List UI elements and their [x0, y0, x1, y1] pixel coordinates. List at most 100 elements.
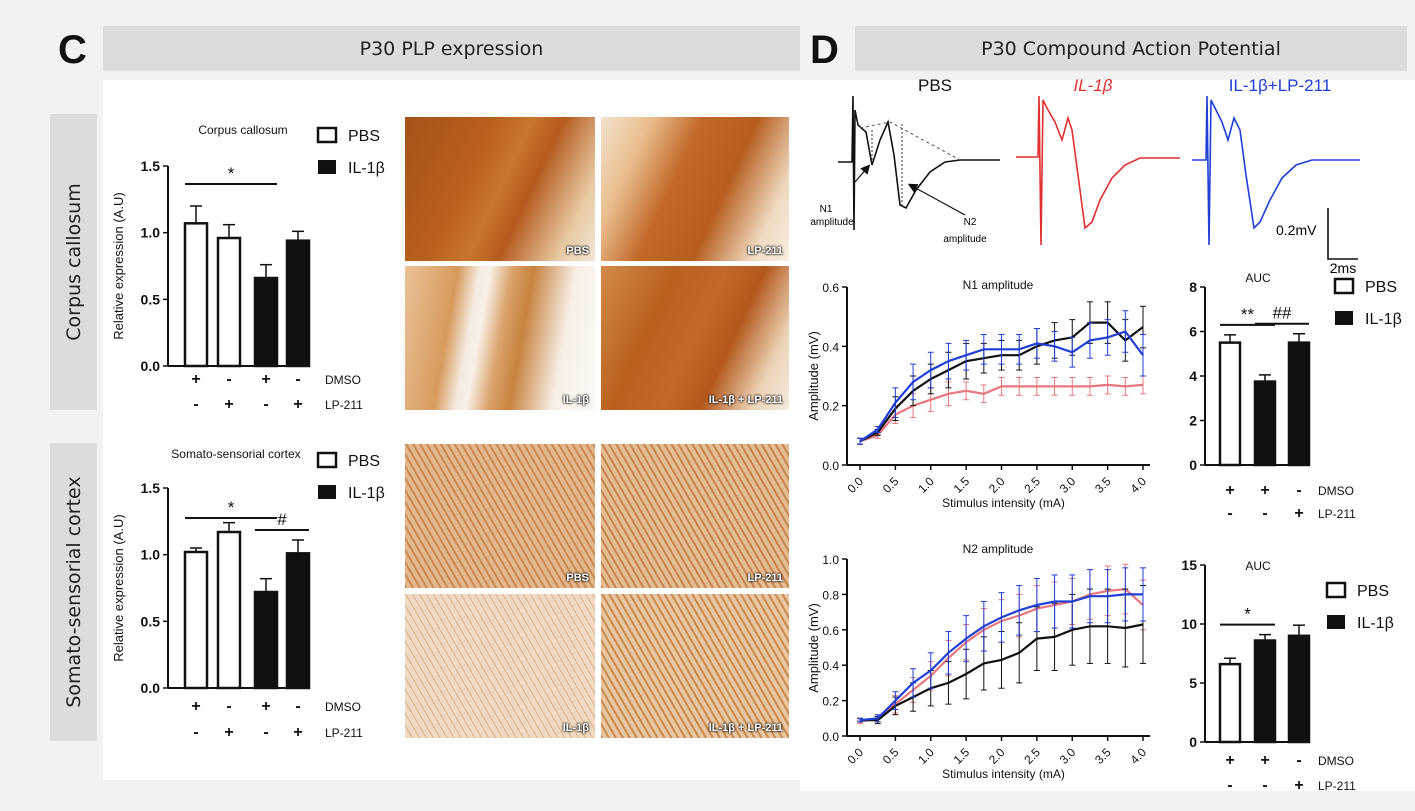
x-tick-label-2-5: 2.5	[1021, 474, 1043, 496]
treat-lp-0-1: +	[224, 396, 233, 413]
y-tick-label-2-3: 0.6	[822, 281, 839, 295]
micrograph-cc-lp211: LP-211	[601, 117, 789, 261]
bar-0-1	[216, 236, 242, 368]
y-tick-label-4-0: 0.0	[822, 730, 839, 744]
scale-bar	[1327, 208, 1358, 260]
y-tick-label-4-2: 0.4	[822, 659, 839, 673]
x-tick-label-2-7: 3.5	[1092, 474, 1114, 496]
treat-dmso-0-0: +	[191, 371, 200, 388]
side-label-corpus-callosum: Corpus callosum	[50, 114, 97, 410]
cap-traces: PBS IL-1β IL-1β+LP-211 N1 amplitude N2 a…	[810, 76, 1360, 276]
trace-il1b	[1016, 95, 1180, 246]
bar-0-3	[285, 239, 311, 368]
trace-combo	[1192, 95, 1360, 246]
chart-title-4: N2 amplitude	[963, 542, 1034, 556]
treat-lp-1-0: -	[193, 724, 198, 741]
y-tick-label-3-4: 8	[1189, 279, 1197, 295]
x-tick-label-4-2: 1.0	[915, 745, 937, 767]
trace-pbs-envelope	[859, 121, 961, 161]
treat-label-dmso-1: DMSO	[325, 700, 361, 714]
x-tick-label-4-8: 4.0	[1127, 745, 1149, 767]
legend-swatch-il1b-0	[318, 160, 336, 174]
micrograph-sc-il1b: IL-1β	[405, 594, 595, 738]
y-axis-label-2: Amplitude (mV)	[806, 331, 821, 421]
y-tick-label-3-0: 0	[1189, 457, 1197, 473]
x-tick-label-4-6: 3.0	[1057, 745, 1079, 767]
legend-label-il1b-1: IL-1β	[348, 485, 385, 502]
bar-3-1	[1253, 380, 1277, 467]
chart-title-2: N1 amplitude	[963, 278, 1034, 292]
panel-d-background	[800, 80, 1415, 791]
n2-arrow	[907, 183, 966, 216]
treat-dmso-5-1: +	[1260, 752, 1269, 769]
x-axis-label-2: Stimulus intensity (mA)	[942, 496, 1065, 510]
panel-c-title: P30 PLP expression	[103, 26, 800, 71]
n1-arrow	[854, 164, 871, 183]
panel-d-title: P30 Compound Action Potential	[855, 26, 1407, 71]
chart-title-5: AUC	[1245, 559, 1271, 573]
x-tick-label-2-4: 2.0	[986, 474, 1008, 496]
y-tick-label-1-0: 0.0	[141, 680, 161, 696]
side-label-somatosensory-cortex: Somato-sensorial cortex	[50, 443, 97, 741]
legend-swatch-il1b-1	[318, 485, 336, 499]
legend-label-pbs-1: PBS	[348, 453, 380, 470]
bar-0-2	[253, 276, 279, 368]
n1-label-line1: N1	[820, 204, 833, 215]
legend-label-pbs-3: PBS	[1365, 279, 1397, 296]
x-tick-label-2-0: 0.0	[844, 474, 866, 496]
y-tick-label-3-1: 2	[1189, 413, 1197, 429]
x-tick-label-4-5: 2.5	[1021, 745, 1043, 767]
treat-dmso-0-2: +	[261, 371, 270, 388]
series-line-2-2	[859, 330, 1144, 443]
treat-dmso-0-1: -	[226, 371, 231, 388]
y-tick-label-0-0: 0.0	[141, 358, 161, 374]
bar-0-0	[183, 222, 209, 368]
treat-dmso-3-2: -	[1296, 482, 1301, 499]
y-axis-label-0: Relative expression (A.U)	[111, 192, 126, 339]
treat-label-lp-3: LP-211	[1318, 507, 1356, 521]
treat-dmso-5-2: -	[1296, 752, 1301, 769]
treat-label-lp-1: LP-211	[325, 726, 363, 740]
y-tick-label-1-2: 1.0	[141, 547, 161, 563]
treat-dmso-1-3: -	[295, 698, 300, 715]
treat-lp-1-2: -	[263, 724, 268, 741]
treat-lp-3-1: -	[1262, 505, 1267, 522]
x-tick-label-2-2: 1.0	[915, 474, 937, 496]
legend-label-il1b-0: IL-1β	[348, 160, 385, 177]
y-tick-label-5-1: 5	[1189, 675, 1197, 691]
bar-3-2	[1287, 341, 1311, 467]
x-tick-label-2-8: 4.0	[1127, 474, 1149, 496]
sig-label-0-0: *	[228, 164, 235, 183]
y-tick-label-5-0: 0	[1189, 734, 1197, 750]
trace-label-pbs: PBS	[918, 76, 952, 95]
treat-label-dmso-5: DMSO	[1318, 754, 1354, 768]
sig-label-5-0: *	[1244, 605, 1251, 624]
legend-swatch-pbs-0	[316, 126, 338, 144]
treat-lp-3-2: +	[1294, 505, 1303, 522]
legend-swatch-pbs-3	[1333, 277, 1355, 295]
charts-layer: 0.0 0.5 1.0 1.5 Corpus callosum Relative expr…	[111, 123, 1402, 794]
x-tick-label-2-3: 1.5	[951, 474, 973, 496]
treat-label-dmso-0: DMSO	[325, 373, 361, 387]
micrograph-sc-pbs: PBS	[405, 444, 595, 588]
legend-swatch-pbs-1	[316, 451, 338, 469]
x-tick-label-2-6: 3.0	[1057, 474, 1079, 496]
x-tick-label-4-1: 0.5	[880, 745, 902, 767]
bar-5-0	[1218, 662, 1242, 744]
bar-5-1	[1253, 639, 1277, 744]
y-tick-label-5-3: 15	[1181, 557, 1197, 573]
treat-lp-0-2: -	[263, 396, 268, 413]
x-tick-label-4-7: 3.5	[1092, 745, 1114, 767]
y-tick-label-2-0: 0.0	[822, 459, 839, 473]
micrograph-cc-pbs: PBS	[405, 117, 595, 261]
y-tick-label-0-2: 1.0	[141, 225, 161, 241]
y-axis-label-4: Amplitude (mV)	[806, 603, 821, 693]
series-line-2-0	[859, 383, 1144, 443]
panel-c-letter: C	[58, 28, 87, 72]
treat-lp-5-2: +	[1294, 777, 1303, 794]
y-tick-label-4-5: 1.0	[822, 553, 839, 567]
x-tick-label-4-4: 2.0	[986, 745, 1008, 767]
y-tick-label-4-4: 0.8	[822, 588, 839, 602]
micrograph-cc-combo: IL-1β + LP-211	[601, 266, 789, 410]
legend-label-pbs-5: PBS	[1357, 583, 1389, 600]
